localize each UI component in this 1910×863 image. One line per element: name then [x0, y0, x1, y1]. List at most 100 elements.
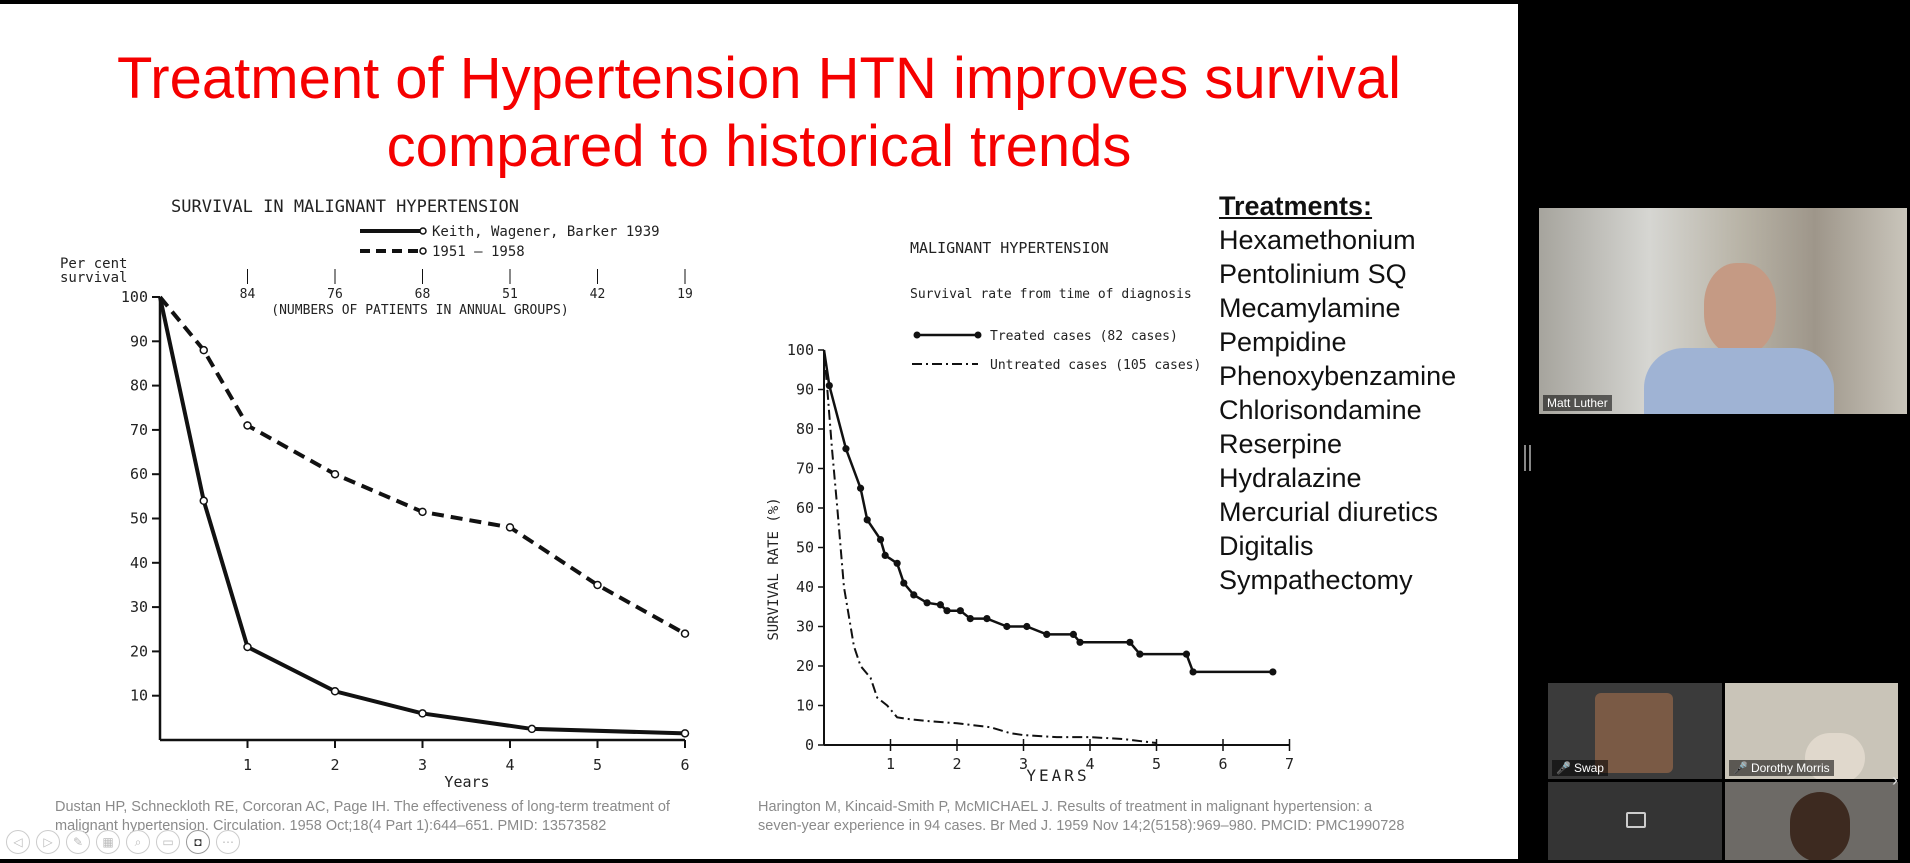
chart2-data-point — [956, 607, 964, 615]
chart2-y-tick-label: 70 — [796, 460, 814, 478]
chart2-x-tick-label: 1 — [886, 755, 895, 773]
video-tile-dorothy[interactable]: 🎤 Dorothy Morris — [1725, 683, 1898, 779]
chart1-data-point — [199, 496, 208, 506]
chart2-series-line — [823, 349, 1157, 745]
chart2-data-point — [1069, 630, 1077, 638]
left-survival-chart: SURVIVAL IN MALIGNANT HYPERTENSION Per c… — [60, 197, 693, 791]
chart2-y-tick-label: 90 — [796, 381, 814, 399]
panel-resize-handle[interactable] — [1524, 445, 1531, 471]
chart1-top-axis-label: (NUMBERS OF PATIENTS IN ANNUAL GROUPS) — [271, 303, 568, 318]
chart1-y-tick-label: 60 — [130, 465, 148, 483]
treatment-item: Chlorisondamine — [1219, 395, 1422, 425]
chart2-xlabel: YEARS — [1026, 766, 1089, 785]
chart2-subtitle: Survival rate from time of diagnosis — [910, 287, 1192, 302]
chart2-data-point — [842, 445, 850, 453]
chart1-y-tick-label: 50 — [130, 510, 148, 528]
chart1-data-point — [418, 709, 427, 718]
treatments-list: Treatments: Hexamethonium Pentolinium SQ M… — [1219, 189, 1456, 597]
chart1-data-point — [593, 580, 602, 590]
chart1-title: SURVIVAL IN MALIGNANT HYPERTENSION — [171, 197, 519, 217]
chart2-y-tick-label: 40 — [796, 578, 814, 596]
chart2-series — [822, 349, 1277, 745]
participant-head — [1790, 792, 1850, 860]
chart2-data-point — [1189, 668, 1197, 676]
muted-mic-icon: 🎤 — [1733, 761, 1748, 775]
chart1-xlabel: Years — [444, 773, 489, 791]
treatment-item: Phenoxybenzamine — [1219, 361, 1457, 391]
chart2-data-point — [825, 381, 833, 390]
chart2-data-point — [876, 536, 885, 544]
camera-icon[interactable]: ◘ — [186, 830, 210, 854]
chart1-data-point — [680, 629, 690, 638]
presentation-slide: Treatment of Hypertension HTN improves s… — [0, 4, 1518, 859]
chart1-x-tick-label: 3 — [418, 756, 427, 774]
citation-left-line1: Dustan HP, Schneckloth RE, Corcoran AC, … — [55, 799, 670, 815]
chart1-legend-label: Keith, Wagener, Barker 1939 — [432, 224, 660, 240]
chart2-data-point — [881, 551, 889, 559]
chart1-legend-label: 1951 – 1958 — [432, 244, 525, 260]
chart1-data-point — [680, 729, 690, 738]
treatment-item: Hexamethonium — [1219, 225, 1416, 255]
chart2-y-tick-label: 50 — [796, 539, 814, 557]
previous-slide-icon[interactable]: ◁ — [6, 830, 30, 854]
chart2-y-tick-label: 100 — [787, 341, 814, 359]
more-options-icon[interactable]: ⋯ — [216, 830, 240, 854]
zoom-icon[interactable]: ⌕ — [126, 830, 150, 854]
speaker-head — [1704, 263, 1776, 355]
video-tile-camera-off[interactable] — [1548, 782, 1722, 860]
video-tile-participant[interactable] — [1725, 782, 1898, 860]
chart2-y-tick-label: 0 — [805, 736, 814, 754]
chart1-ylabel-2: survival — [60, 270, 127, 286]
chart1-series-line — [158, 295, 686, 636]
chart2-data-point — [893, 559, 901, 567]
chart1-data-point — [243, 642, 252, 652]
citation-right-line2: seven-year experience in 94 cases. Br Me… — [758, 818, 1405, 834]
chart2-data-point — [910, 591, 918, 599]
treatment-item: Sympathectomy — [1219, 565, 1413, 595]
chart2-data-point — [1269, 668, 1277, 676]
chart1-data-point — [527, 724, 537, 734]
chart2-y-tick-label: 20 — [796, 657, 814, 675]
chart2-legend-label: Treated cases (82 cases) — [990, 329, 1178, 344]
chart1-x-tick-label: 4 — [505, 756, 514, 774]
chart1-y-tick-label: 90 — [130, 332, 148, 350]
chart1-x-tick-label: 1 — [243, 756, 252, 774]
chart2-y-tick-label: 80 — [796, 420, 814, 438]
participant-photo — [1595, 693, 1673, 773]
treatment-item: Reserpine — [1219, 429, 1343, 459]
chart1-top-axis-value: 42 — [590, 287, 606, 302]
chart1-x-tick-label: 6 — [680, 756, 689, 774]
chart2-data-point — [856, 484, 865, 492]
participant-name: Dorothy Morris — [1750, 761, 1830, 775]
chart2-y-tick-label: 30 — [796, 618, 814, 636]
chart1-legend-marker — [419, 247, 427, 255]
next-slide-icon[interactable]: ▷ — [36, 830, 60, 854]
video-tile-speaker[interactable]: Matt Luther — [1539, 208, 1907, 414]
chart1-top-axis-value: 68 — [415, 287, 431, 302]
chart2-data-point — [1043, 630, 1051, 638]
see-all-slides-icon[interactable]: ▦ — [96, 830, 120, 854]
treatments-header: Treatments: — [1219, 191, 1373, 221]
chart2-data-point — [1076, 638, 1084, 646]
camera-off-icon — [1626, 812, 1646, 828]
video-tile-swap[interactable]: 🎤 Swap — [1548, 683, 1722, 779]
chart1-data-point — [418, 507, 427, 517]
treatment-item: Digitalis — [1219, 531, 1314, 561]
participant-name: Swap — [1573, 761, 1604, 775]
chart1-y-tick-label: 40 — [130, 554, 148, 572]
treatment-item: Mercurial diuretics — [1219, 497, 1439, 527]
chart1-x-tick-label: 2 — [330, 756, 339, 774]
chart2-data-point — [943, 607, 951, 615]
chart2-data-point — [936, 601, 944, 609]
chart1-legend-marker — [419, 227, 427, 235]
chart1-top-axis-value: 84 — [240, 287, 256, 302]
chart2-series-line — [822, 349, 1273, 674]
subtitles-icon[interactable]: ▭ — [156, 830, 180, 854]
participant-name: Matt Luther — [1543, 395, 1612, 411]
chart1-legend: Keith, Wagener, Barker 1939 1951 – 1958 — [360, 224, 660, 260]
chart1-ylabel-1: Per cent — [60, 256, 127, 272]
pen-icon[interactable]: ✎ — [66, 830, 90, 854]
treatment-item: Pempidine — [1219, 327, 1347, 357]
expand-arrow-icon[interactable]: › — [1892, 770, 1898, 790]
